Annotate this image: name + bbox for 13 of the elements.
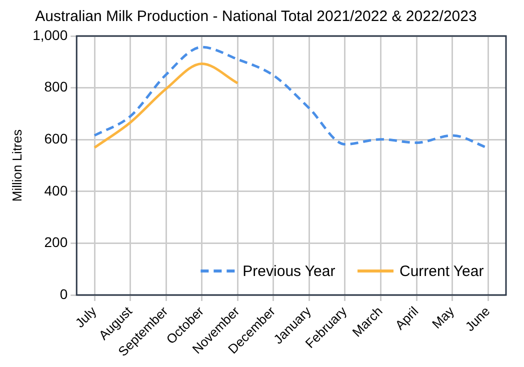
- chart-title: Australian Milk Production - National Total 2021/2022 & 2022/2023: [35, 8, 477, 26]
- x-tick-label: May: [429, 303, 458, 332]
- y-axis-title: Million Litres: [9, 128, 24, 202]
- y-tick-label: 600: [44, 130, 68, 146]
- y-tick-label: 200: [44, 234, 68, 250]
- y-tick-label: 400: [44, 182, 68, 198]
- legend-label: Previous Year: [242, 263, 336, 280]
- x-tick-label: July: [72, 303, 100, 331]
- y-tick-label: 800: [44, 78, 68, 95]
- line-series: [93, 62, 239, 149]
- y-tick-label: 1,000: [32, 26, 68, 43]
- y-tick-label: 0: [60, 286, 68, 302]
- legend-label: Current Year: [400, 263, 484, 280]
